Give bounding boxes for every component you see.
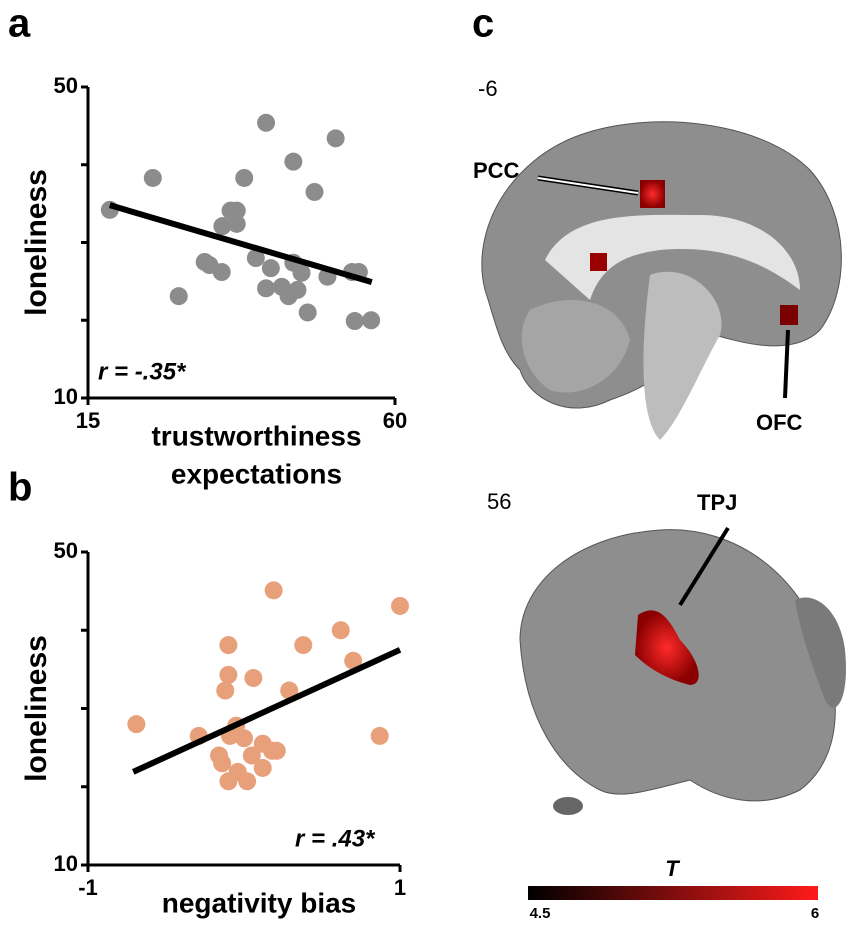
x-axis-label: trustworthiness xyxy=(151,420,361,451)
point xyxy=(284,153,302,171)
panel-label: c xyxy=(472,2,494,46)
region-label: PCC xyxy=(473,158,520,183)
colorbar-label: 4.5 xyxy=(530,905,551,922)
panel-label: b xyxy=(8,466,32,510)
x-tick-label: 1 xyxy=(394,875,406,900)
point xyxy=(371,727,389,745)
y-tick-label: 50 xyxy=(54,538,78,563)
figure: c -6 PCC OFC 56 TPJ T 4.5 6 a 10 50 15 60 r =… xyxy=(0,0,859,927)
y-axis-label: loneliness xyxy=(20,169,53,316)
colorbar xyxy=(528,886,818,900)
y-tick-label: 10 xyxy=(54,851,78,876)
coronal-brain xyxy=(553,797,583,815)
point xyxy=(391,597,409,615)
activation xyxy=(780,305,798,325)
point xyxy=(213,754,231,772)
point xyxy=(262,259,280,277)
point xyxy=(327,129,345,147)
point xyxy=(127,715,145,733)
y-tick-label: 50 xyxy=(54,73,78,98)
point xyxy=(229,763,247,781)
annotation: r = .43* xyxy=(295,825,376,852)
point xyxy=(228,215,246,233)
point xyxy=(216,682,234,700)
point xyxy=(144,169,162,187)
point xyxy=(346,312,364,330)
region-label: OFC xyxy=(756,410,803,435)
point xyxy=(305,183,323,201)
annotation: r = -.35* xyxy=(98,358,187,385)
panel-label: a xyxy=(8,2,31,46)
brainstem xyxy=(643,272,721,440)
point xyxy=(294,636,312,654)
point xyxy=(265,581,283,599)
point xyxy=(219,636,237,654)
slice-label: 56 xyxy=(487,489,511,514)
point xyxy=(244,669,262,687)
x-tick-label: 60 xyxy=(383,408,407,433)
slice-label: -6 xyxy=(478,76,498,101)
point xyxy=(170,287,188,305)
region-label: TPJ xyxy=(697,490,737,515)
point xyxy=(293,264,311,282)
activation xyxy=(590,253,607,271)
point xyxy=(235,169,253,187)
point xyxy=(299,303,317,321)
x-axis-label: expectations xyxy=(171,458,342,489)
colorbar-label: 6 xyxy=(811,905,819,922)
point xyxy=(213,263,231,281)
x-tick-label: 15 xyxy=(76,408,100,433)
x-tick-label: -1 xyxy=(78,875,98,900)
point xyxy=(219,666,237,684)
point xyxy=(288,281,306,299)
point xyxy=(257,114,275,132)
point xyxy=(362,311,380,329)
brain-panel: c -6 PCC OFC 56 TPJ T 4.5 6 xyxy=(472,2,846,922)
activation xyxy=(640,180,665,208)
y-tick-label: 10 xyxy=(54,384,78,409)
point xyxy=(257,279,275,297)
x-axis-label: negativity bias xyxy=(162,887,357,918)
colorbar-title: T xyxy=(665,856,680,881)
y-axis-label: loneliness xyxy=(20,635,53,782)
point xyxy=(332,621,350,639)
point xyxy=(243,746,261,764)
